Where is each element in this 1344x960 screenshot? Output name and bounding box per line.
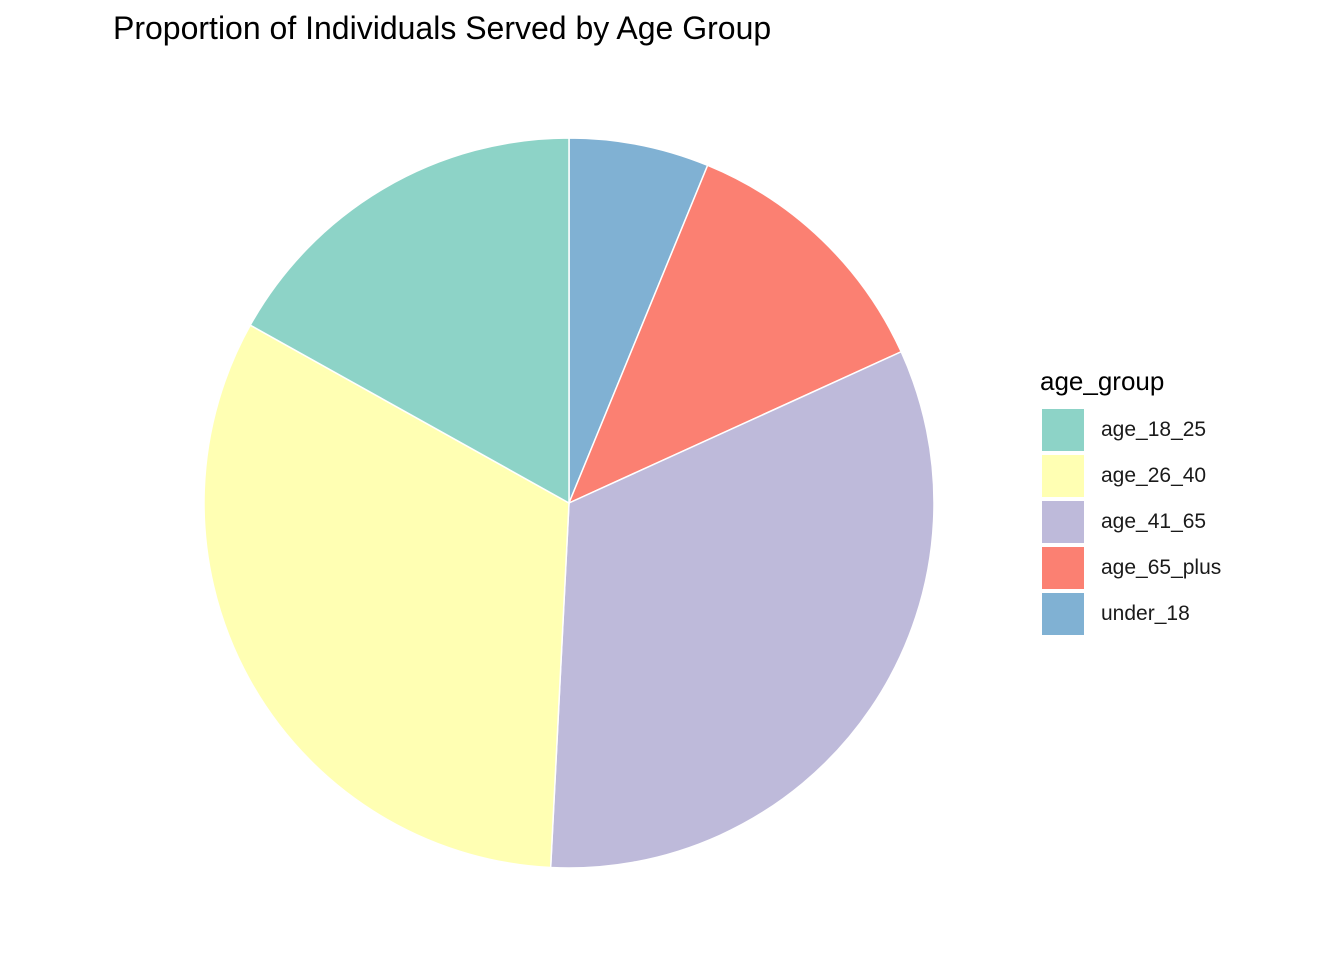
legend-item-age-18-25: age_18_25 — [1040, 407, 1221, 453]
pie-slice-age-41-65 — [549, 350, 935, 869]
legend-label: age_18_25 — [1101, 418, 1207, 441]
legend-swatch — [1042, 593, 1084, 635]
legend-label: under_18 — [1101, 602, 1190, 625]
legend-swatch — [1042, 501, 1084, 543]
legend-item-under-18: under_18 — [1040, 591, 1221, 637]
pie-slice-age-18-25 — [249, 137, 570, 505]
legend-item-age-26-40: age_26_40 — [1040, 453, 1221, 499]
legend: age_group age_18_25 age_26_40 age_41_65 age… — [1040, 366, 1221, 637]
legend-swatch — [1042, 455, 1084, 497]
pie-slice-age-65-plus — [567, 164, 903, 505]
legend-label: age_41_65 — [1101, 510, 1207, 533]
legend-label: age_26_40 — [1101, 464, 1207, 487]
legend-swatch — [1042, 409, 1084, 451]
pie-slice-age-26-40 — [203, 324, 570, 869]
chart-title: Proportion of Individuals Served by Age … — [113, 10, 772, 46]
legend-title: age_group — [1040, 366, 1165, 396]
pie-slice-under-18 — [568, 137, 709, 504]
legend-item-age-41-65: age_41_65 — [1040, 499, 1221, 545]
legend-item-age-65-plus: age_65_plus — [1040, 545, 1221, 591]
legend-label: age_65_plus — [1101, 556, 1222, 579]
legend-swatch — [1042, 547, 1084, 589]
